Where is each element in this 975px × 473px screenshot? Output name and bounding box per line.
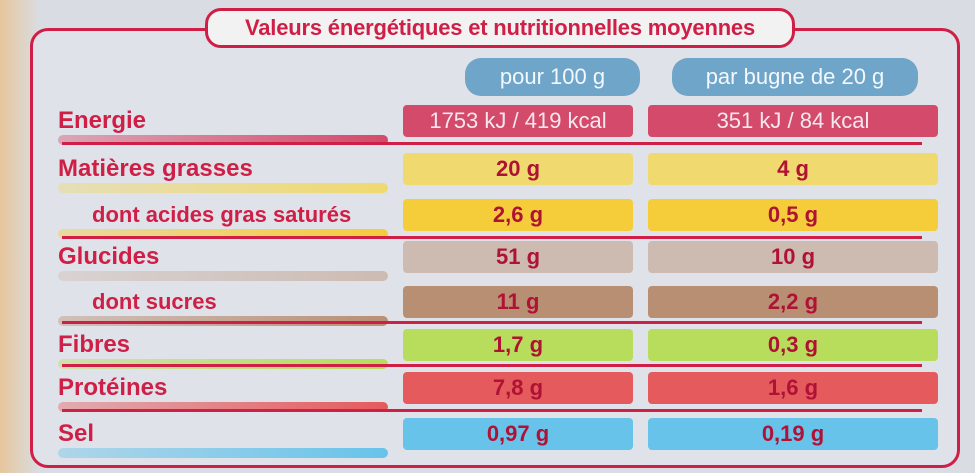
value-per-100g: 1,7 g [403, 329, 633, 361]
value-per-serving: 2,2 g [648, 286, 938, 318]
row-divider [62, 364, 922, 367]
nutrient-label: Energie [58, 107, 147, 134]
nutrient-label: dont acides gras saturés [92, 202, 352, 227]
value-per-serving: 0,3 g [648, 329, 938, 361]
row-underline [58, 448, 388, 458]
value-per-serving: 1,6 g [648, 372, 938, 404]
value-per-serving: 0,19 g [648, 418, 938, 450]
nutrient-label: Glucides [58, 243, 160, 270]
value-per-serving: 4 g [648, 153, 938, 185]
column-header-per-serving: par bugne de 20 g [672, 58, 918, 96]
value-per-serving: 10 g [648, 241, 938, 273]
value-per-serving: 0,5 g [648, 199, 938, 231]
nutrient-label: Sel [58, 420, 95, 447]
column-header-per-100g: pour 100 g [465, 58, 640, 96]
row-divider [62, 142, 922, 145]
nutrient-label: Fibres [58, 331, 131, 358]
value-per-100g: 11 g [403, 286, 633, 318]
row-underline [58, 135, 388, 145]
nutrition-title: Valeurs énergétiques et nutritionnelles … [205, 8, 795, 48]
value-per-serving: 351 kJ / 84 kcal [648, 105, 938, 137]
row-divider [62, 321, 922, 324]
row-divider [62, 236, 922, 239]
value-per-100g: 2,6 g [403, 199, 633, 231]
row-underline [58, 271, 388, 281]
value-per-100g: 1753 kJ / 419 kcal [403, 105, 633, 137]
nutrient-label: Matières grasses [58, 155, 253, 182]
value-per-100g: 0,97 g [403, 418, 633, 450]
row-divider [62, 409, 922, 412]
value-per-100g: 7,8 g [403, 372, 633, 404]
row-underline [58, 402, 388, 412]
nutrient-label: dont sucres [92, 289, 217, 314]
row-underline [58, 183, 388, 193]
value-per-100g: 20 g [403, 153, 633, 185]
row-underline [58, 229, 388, 239]
value-per-100g: 51 g [403, 241, 633, 273]
nutrient-label: Protéines [58, 374, 168, 401]
